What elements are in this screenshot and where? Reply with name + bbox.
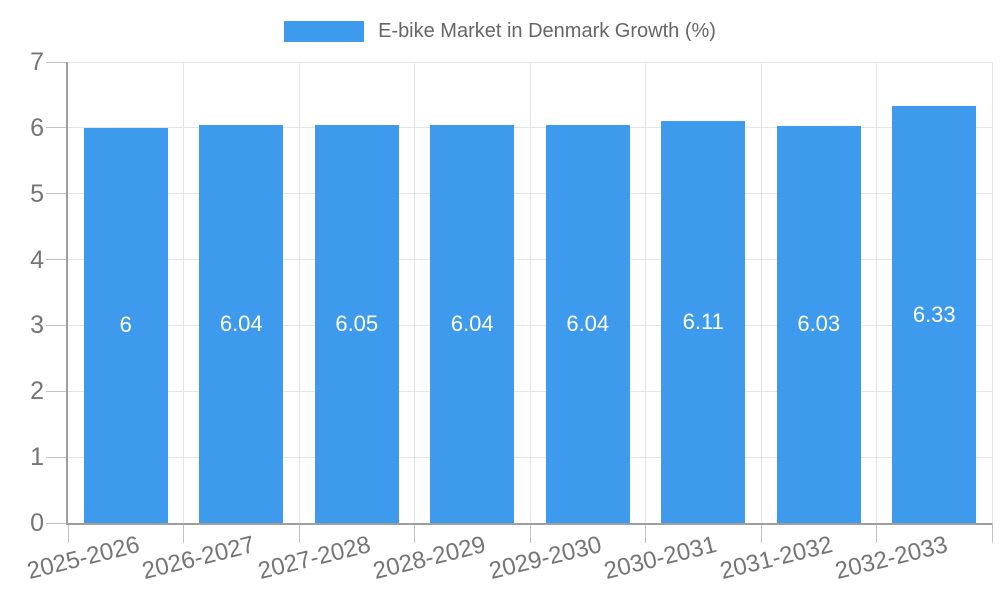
y-tick-label: 3 [30,311,44,340]
y-axis-tick [46,127,68,129]
x-tick-label: 2031-2032 [717,531,836,585]
y-axis-tick [46,522,68,524]
gridline-vertical [876,62,877,523]
gridline-vertical [183,62,184,523]
x-tick-label: 2026-2027 [139,531,258,585]
x-axis-tick [67,523,69,543]
bar-value-label: 6 [119,312,132,338]
bar[interactable]: 6.04 [430,125,515,523]
x-axis-tick [298,523,300,543]
bar-value-label: 6.04 [219,311,263,337]
y-axis-tick [46,259,68,261]
y-tick-label: 7 [30,48,44,76]
y-tick-label: 4 [30,245,44,274]
bar-value-label: 6.03 [797,311,841,337]
bar-value-label: 6.05 [335,310,379,336]
x-tick-label: 2028-2029 [370,531,489,585]
x-axis-tick [529,523,531,543]
gridline-vertical [991,62,993,523]
gridline-vertical [414,62,415,523]
bar[interactable]: 6 [83,127,168,523]
bar[interactable]: 6.04 [545,125,630,523]
gridline-vertical [645,62,646,523]
y-tick-label: 0 [30,509,44,537]
x-axis-tick [414,523,415,543]
bar-value-label: 6.11 [682,308,724,334]
chart-title: E-bike Market in Denmark Growth (%) [378,20,716,42]
gridline-vertical [529,62,531,523]
gridline-vertical [760,62,762,523]
bar-value-label: 6.04 [566,311,610,337]
y-tick-label: 5 [30,179,44,208]
legend-item[interactable]: E-bike Market in Denmark Growth (%) [0,20,1000,43]
gridline-vertical [298,62,300,523]
y-axis-tick [46,193,68,195]
x-axis-tick [876,523,877,543]
bar[interactable]: 6.04 [199,125,284,523]
x-tick-label: 2027-2028 [255,531,374,585]
y-tick-label: 2 [30,377,44,406]
x-tick-label: 2032-2033 [832,531,951,585]
legend-swatch [284,21,365,42]
x-tick-label: 2029-2030 [486,531,605,585]
x-axis-tick [645,523,646,543]
y-axis-tick [46,456,68,458]
bar[interactable]: 6.33 [892,106,977,523]
x-axis-tick [183,523,184,543]
x-axis-tick [991,523,993,543]
y-axis-tick [46,61,68,63]
x-tick-label: 2025-2026 [24,531,143,585]
x-axis-line [66,523,992,525]
bar-value-label: 6.33 [912,301,956,327]
bar[interactable]: 6.11 [661,120,746,523]
y-axis-tick [46,324,68,326]
y-tick-label: 1 [30,443,44,472]
bar[interactable]: 6.03 [776,125,861,523]
y-tick-label: 6 [30,113,44,142]
bar[interactable]: 6.05 [314,124,399,523]
x-tick-label: 2030-2031 [601,531,720,585]
x-axis-tick [760,523,762,543]
bar-value-label: 6.04 [450,311,494,337]
y-axis-tick [46,390,68,392]
y-axis-line [66,62,68,525]
